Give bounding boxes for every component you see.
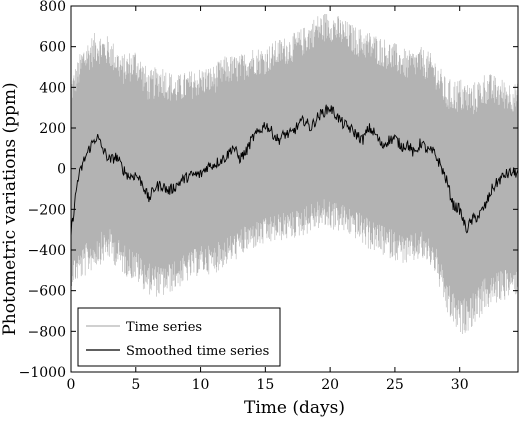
y-tick-label: 600 [39, 40, 66, 56]
x-tick-label: 15 [256, 377, 274, 393]
y-tick-label: 0 [57, 162, 66, 178]
x-tick-label: 25 [386, 377, 404, 393]
x-axis-label: Time (days) [244, 398, 345, 418]
x-tick-label: 0 [67, 377, 76, 393]
series-line-smoothed-time-series [71, 104, 518, 237]
y-tick-label: −600 [28, 284, 66, 300]
series-layer [71, 13, 518, 334]
y-tick-label: −400 [28, 243, 66, 259]
plot-frame [70, 5, 519, 373]
y-tick-label: 200 [39, 121, 66, 137]
x-tick-label: 30 [451, 377, 469, 393]
legend-label: Time series [126, 320, 202, 335]
x-tick-label: 20 [321, 377, 339, 393]
x-tick-label: 5 [131, 377, 140, 393]
legend: Time series Smoothed time series [77, 307, 281, 367]
legend-box [77, 307, 281, 367]
y-tick-label: −800 [28, 324, 66, 340]
y-axis-label: Photometric variations (ppm) [0, 82, 20, 335]
legend-label: Smoothed time series [126, 344, 269, 359]
y-tick-label: 400 [39, 80, 66, 96]
y-tick-label: 800 [39, 0, 66, 15]
y-tick-label: −1000 [19, 365, 66, 381]
series-line-time-series [71, 13, 518, 334]
axes-layer: 0 5 10 15 20 25 30 −1000 −800 −600 −400 −200 0 200 400… [19, 0, 519, 393]
x-tick-label: 10 [192, 377, 210, 393]
y-tick-label: −200 [28, 202, 66, 218]
